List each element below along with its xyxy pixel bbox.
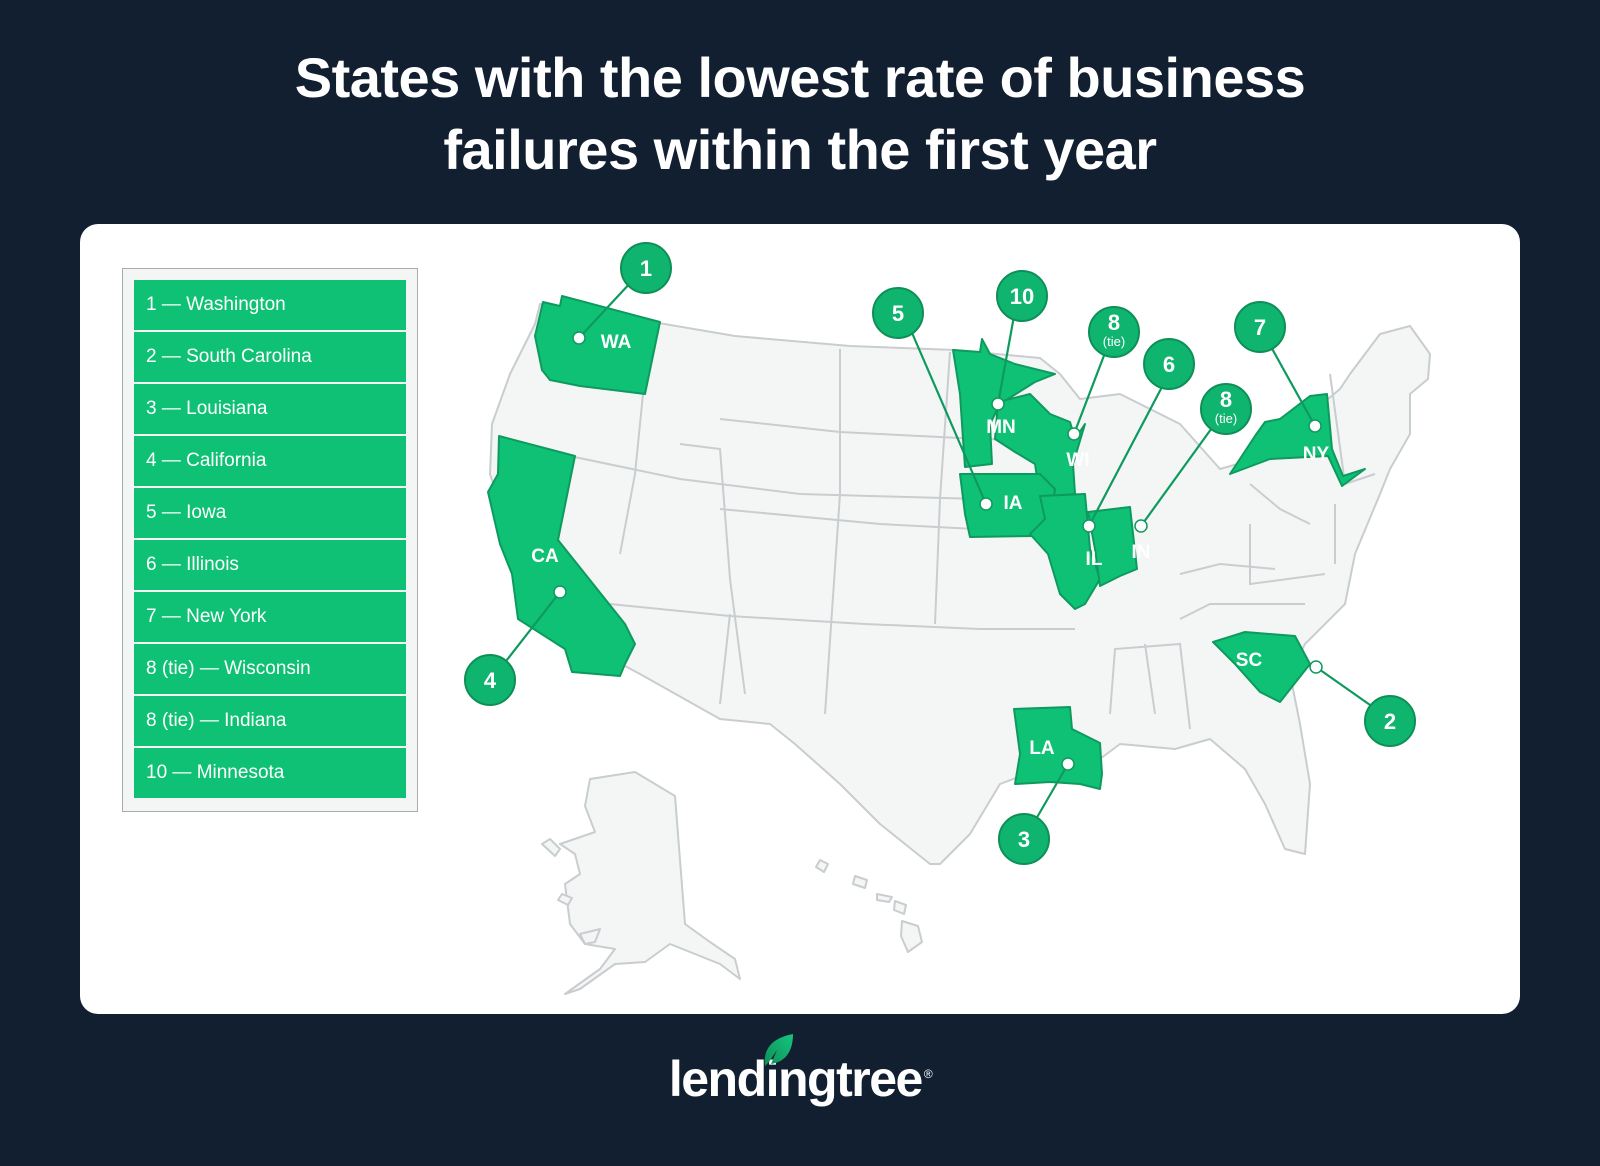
legend-item-illinois: 6 — Illinois bbox=[134, 540, 406, 590]
brand-name: lendingtree bbox=[668, 1051, 923, 1107]
rank-marker-in[interactable] bbox=[1200, 383, 1252, 435]
basemap-alaska-island-3 bbox=[557, 893, 573, 906]
state-mn[interactable] bbox=[952, 338, 1056, 468]
lendingtree-logo: lendingtree ® bbox=[0, 1034, 1600, 1108]
anchor-dot-in bbox=[1134, 519, 1148, 533]
page-title: States with the lowest rate of business … bbox=[0, 42, 1600, 186]
anchor-dot-ny bbox=[1308, 419, 1322, 433]
basemap-hawaii-3 bbox=[876, 893, 893, 903]
legend-item-south-carolina: 2 — South Carolina bbox=[134, 332, 406, 382]
state-label-wi: WI bbox=[1066, 450, 1089, 471]
basemap-alaska bbox=[559, 771, 741, 995]
rank-number-la: 3 bbox=[1018, 827, 1030, 852]
rank-number-in: 8 bbox=[1220, 387, 1232, 412]
state-label-mn: MN bbox=[986, 417, 1016, 438]
legend-item-wisconsin: 8 (tie) — Wisconsin bbox=[134, 644, 406, 694]
rank-marker-sc[interactable] bbox=[1364, 695, 1416, 747]
tie-note-wi: (tie) bbox=[1103, 334, 1125, 349]
anchor-dot-wa bbox=[572, 331, 586, 345]
legend-item-washington: 1 — Washington bbox=[134, 280, 406, 330]
rank-marker-mn[interactable] bbox=[996, 270, 1048, 322]
map-card: WA SC LA CA IA IL NY WI IN MN 1 2 bbox=[80, 224, 1520, 1014]
state-ca[interactable] bbox=[487, 435, 636, 677]
leaf-icon bbox=[764, 1034, 793, 1066]
state-label-ia: IA bbox=[1004, 493, 1023, 514]
rank-number-il: 6 bbox=[1163, 352, 1175, 377]
legend-item-minnesota: 10 — Minnesota bbox=[134, 748, 406, 798]
state-wa[interactable] bbox=[534, 295, 661, 395]
legend-item-iowa: 5 — Iowa bbox=[134, 488, 406, 538]
us-map: WA SC LA CA IA IL NY WI IN MN 1 2 bbox=[464, 242, 1431, 995]
state-label-wa: WA bbox=[601, 332, 632, 353]
anchor-dot-ca bbox=[553, 585, 567, 599]
rank-marker-ny[interactable] bbox=[1234, 301, 1286, 353]
rank-marker-wa[interactable] bbox=[620, 242, 672, 294]
anchor-dot-sc bbox=[1309, 660, 1323, 674]
registered-mark: ® bbox=[923, 1067, 933, 1082]
basemap-contiguous-us bbox=[489, 303, 1431, 865]
title-line-2: failures within the first year bbox=[443, 118, 1157, 181]
anchor-dot-il bbox=[1082, 519, 1096, 533]
legend-item-louisiana: 3 — Louisiana bbox=[134, 384, 406, 434]
state-label-ny: NY bbox=[1303, 444, 1330, 465]
rank-marker-ia[interactable] bbox=[872, 287, 924, 339]
rank-number-ia: 5 bbox=[892, 301, 904, 326]
rank-number-wa: 1 bbox=[640, 256, 652, 281]
rank-marker-la[interactable] bbox=[998, 813, 1050, 865]
tie-note-in: (tie) bbox=[1215, 411, 1237, 426]
rank-number-ca: 4 bbox=[484, 668, 497, 693]
rank-number-sc: 2 bbox=[1384, 709, 1396, 734]
basemap-hawaii-5 bbox=[900, 920, 923, 953]
basemap-alaska-island-2 bbox=[579, 928, 601, 945]
state-wi[interactable] bbox=[994, 393, 1086, 498]
state-sc[interactable] bbox=[1212, 631, 1311, 703]
rank-marker-il[interactable] bbox=[1143, 338, 1195, 390]
state-ny[interactable] bbox=[1229, 393, 1366, 487]
rank-marker-ca[interactable] bbox=[464, 654, 516, 706]
rank-number-mn: 10 bbox=[1010, 284, 1034, 309]
rank-number-wi: 8 bbox=[1108, 310, 1120, 335]
basemap-hawaii-4 bbox=[893, 900, 907, 915]
ranking-legend: 1 — Washington 2 — South Carolina 3 — Lo… bbox=[122, 268, 418, 812]
state-label-ca: CA bbox=[531, 546, 559, 567]
legend-item-indiana: 8 (tie) — Indiana bbox=[134, 696, 406, 746]
anchor-dot-la bbox=[1061, 757, 1075, 771]
state-la[interactable] bbox=[1013, 706, 1103, 790]
basemap-hawaii-1 bbox=[815, 859, 829, 873]
state-label-sc: SC bbox=[1236, 650, 1263, 671]
anchor-dot-ia bbox=[979, 497, 993, 511]
anchor-dot-mn bbox=[991, 397, 1005, 411]
state-label-la: LA bbox=[1029, 738, 1055, 759]
rank-marker-wi[interactable] bbox=[1088, 306, 1140, 358]
legend-item-california: 4 — California bbox=[134, 436, 406, 486]
state-in[interactable] bbox=[1087, 506, 1138, 587]
rank-number-ny: 7 bbox=[1254, 315, 1266, 340]
state-label-il: IL bbox=[1086, 549, 1103, 570]
state-label-in: IN bbox=[1132, 542, 1151, 563]
title-line-1: States with the lowest rate of business bbox=[294, 46, 1306, 109]
basemap-hawaii-2 bbox=[852, 875, 868, 889]
anchor-dot-wi bbox=[1067, 427, 1081, 441]
basemap-alaska-island-1 bbox=[541, 838, 561, 857]
legend-item-new-york: 7 — New York bbox=[134, 592, 406, 642]
